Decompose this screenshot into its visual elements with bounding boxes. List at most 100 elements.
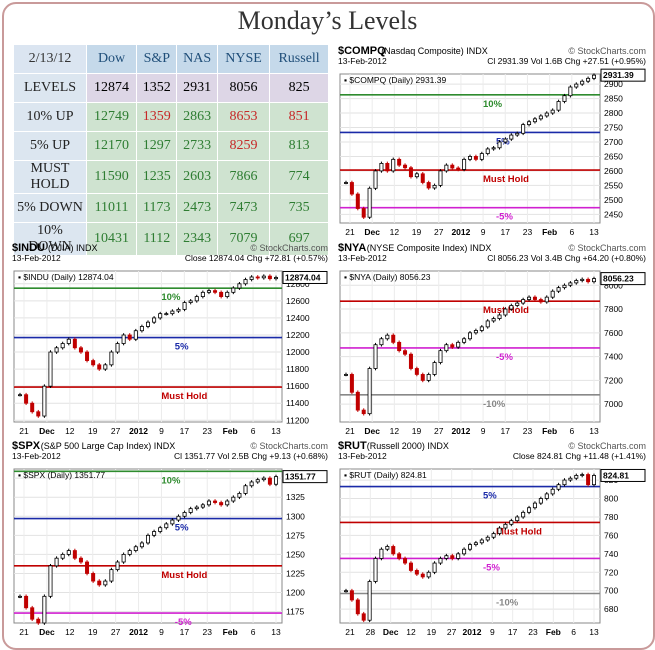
x-tick-label: 13	[589, 627, 599, 637]
level-label: 10%	[483, 99, 503, 110]
x-tick-label: 2012	[129, 627, 148, 637]
price-body	[562, 284, 567, 289]
price-body	[373, 170, 378, 189]
x-tick-label: 21	[19, 426, 29, 436]
x-tick-label: 27	[111, 627, 121, 637]
price-body	[343, 182, 348, 184]
y-tick-label: 2650	[604, 151, 623, 161]
price-body	[432, 184, 437, 189]
y-tick-label: 2600	[604, 166, 623, 176]
y-tick-label: 7600	[604, 328, 623, 338]
price-body	[379, 548, 384, 559]
price-body	[349, 374, 354, 393]
table-cell: 1235	[136, 160, 178, 194]
chart-brand: © StockCharts.com	[568, 243, 646, 253]
chart-indu: $INDU (DJIA) INDX © StockCharts.com 13-Feb-…	[10, 241, 330, 438]
price-body	[568, 86, 573, 97]
price-body	[355, 193, 360, 209]
table-cell: 2733	[176, 131, 218, 161]
price-body	[158, 527, 163, 532]
x-tick-label: 21	[345, 227, 355, 237]
x-tick-label: 9	[481, 426, 486, 436]
levels-table: 2/13/12 Dow S&P NAS NYSE Russell LEVELS 12874 13…	[13, 44, 329, 256]
price-body	[568, 477, 573, 481]
price-body	[225, 291, 230, 297]
level-label: 5%	[175, 342, 189, 353]
table-cell: 2343	[176, 222, 218, 256]
level-label: -5%	[496, 212, 513, 223]
price-body	[379, 338, 384, 346]
price-body	[580, 80, 585, 85]
level-label: 10%	[161, 292, 181, 303]
x-tick-label: 6	[569, 227, 574, 237]
price-body	[408, 167, 413, 178]
price-body	[532, 502, 537, 509]
y-tick-label: 11200	[286, 415, 309, 425]
price-body	[237, 283, 242, 289]
table-cell: 2863	[176, 102, 218, 132]
y-tick-label: 1225	[286, 568, 305, 578]
price-body	[397, 341, 402, 352]
price-body	[17, 394, 22, 397]
price-body	[182, 302, 187, 310]
price-body	[121, 553, 126, 563]
plot-area	[13, 270, 283, 423]
price-body	[133, 330, 138, 340]
x-tick-label: 23	[523, 426, 533, 436]
chart-date: 13-Feb-2012	[12, 451, 61, 461]
price-body	[591, 74, 596, 79]
price-body	[479, 326, 484, 331]
x-tick-label: Feb	[542, 227, 557, 237]
row-label: 5% DOWN	[13, 193, 87, 223]
chart-stats: Cl 2931.39 Vol 1.6B Chg +27.51 (+0.95%)	[487, 56, 646, 66]
price-body	[158, 313, 163, 319]
x-tick-label: 12	[406, 627, 416, 637]
last-value: 12874.04	[285, 272, 321, 282]
price-body	[115, 561, 120, 571]
x-tick-label: 12	[390, 426, 400, 436]
price-body	[349, 590, 354, 601]
price-body	[85, 351, 90, 361]
x-tick-label: 9	[490, 627, 495, 637]
price-body	[42, 595, 47, 624]
price-body	[343, 590, 348, 593]
price-body	[206, 500, 211, 506]
x-tick-label: 12	[65, 426, 75, 436]
y-tick-label: 2900	[604, 79, 623, 89]
price-body	[426, 374, 431, 381]
price-body	[432, 362, 437, 375]
price-body	[438, 170, 443, 186]
price-body	[97, 580, 102, 586]
price-body	[139, 542, 144, 548]
price-body	[521, 511, 526, 518]
price-body	[164, 523, 169, 529]
price-body	[237, 492, 242, 498]
x-tick-label: 23	[203, 426, 213, 436]
x-tick-label: 19	[412, 426, 422, 436]
price-body	[17, 595, 22, 598]
price-body	[188, 300, 193, 303]
x-tick-label: 27	[434, 426, 444, 436]
price-body	[467, 544, 472, 550]
y-tick-label: 12000	[286, 347, 310, 357]
price-body	[60, 343, 65, 349]
price-body	[497, 527, 502, 534]
chart-nya: $NYA (NYSE Composite Index) INDX © StockCh…	[336, 241, 648, 438]
price-body	[361, 208, 366, 218]
price-body	[591, 278, 596, 283]
chart-legend: ▪ $NYA (Daily) 8056.23	[344, 272, 431, 282]
last-value: 824.81	[603, 470, 629, 480]
level-label: Must Hold	[496, 526, 542, 537]
chart-legend: ▪ $SPX (Daily) 1351.77	[18, 470, 105, 480]
chart-title: $INDU	[12, 242, 45, 254]
price-body	[509, 520, 514, 525]
table-cell: 1173	[136, 193, 178, 223]
price-body	[379, 163, 384, 172]
price-body	[556, 287, 561, 292]
price-body	[580, 278, 585, 281]
y-tick-label: 7200	[604, 375, 623, 385]
price-body	[139, 326, 144, 332]
price-body	[367, 581, 372, 621]
row-label: 5% UP	[13, 131, 87, 161]
price-body	[48, 351, 53, 387]
